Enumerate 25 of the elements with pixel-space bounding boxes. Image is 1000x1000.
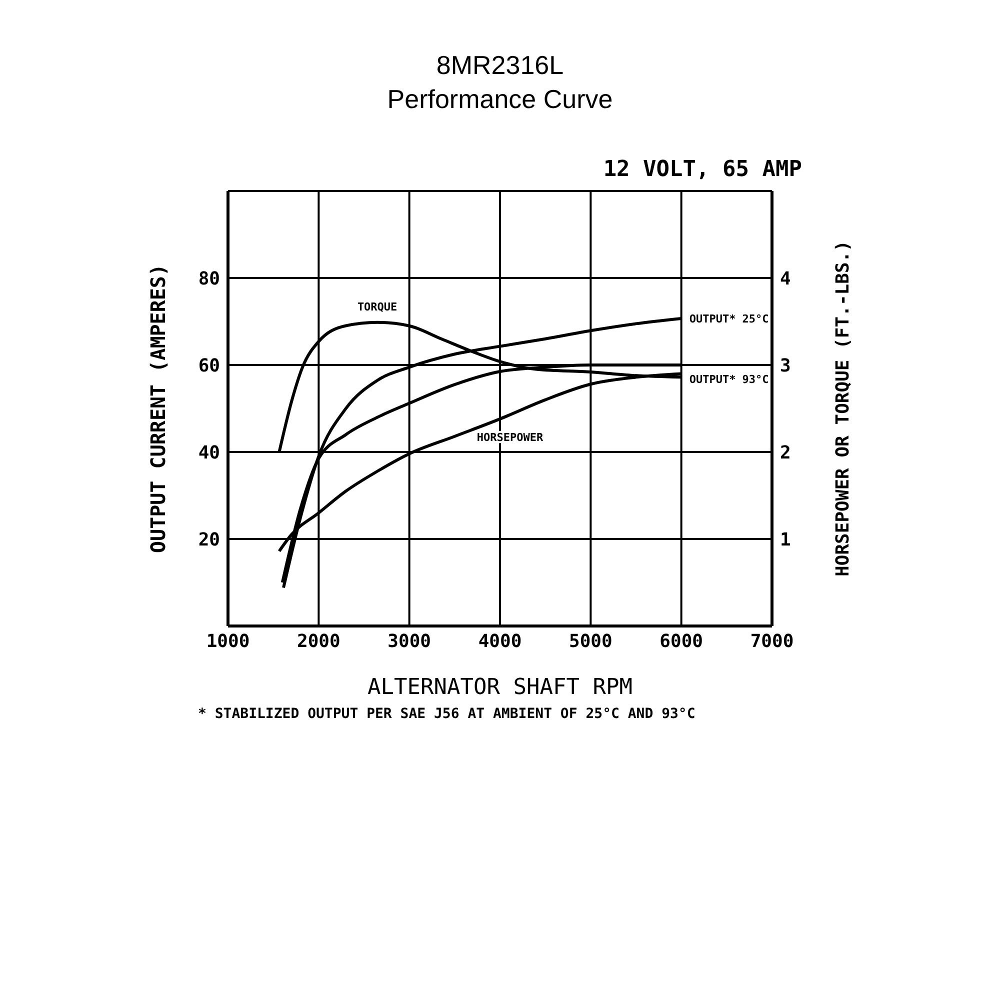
x-tick-label: 5000 bbox=[568, 630, 612, 652]
y-tick-label: 80 bbox=[198, 268, 220, 290]
x-tick-label: 6000 bbox=[660, 630, 704, 652]
x-tick-label: 2000 bbox=[296, 630, 340, 652]
chart-subtitle: Performance Curve bbox=[386, 83, 614, 116]
y-axis-title: OUTPUT CURRENT (AMPERES) bbox=[146, 264, 170, 553]
series-label: TORQUE bbox=[357, 300, 398, 314]
y2-tick-label: 4 bbox=[780, 268, 791, 290]
x-tick-label: 4000 bbox=[478, 630, 522, 652]
series-label: OUTPUT* 93°C bbox=[689, 373, 769, 386]
x-tick-label: 7000 bbox=[750, 630, 794, 652]
text: * STABILIZED OUTPUT PER SAE J56 AT AMBIENT OF 25°C AND 93°C bbox=[198, 706, 696, 722]
x-tick-label: 1000 bbox=[206, 630, 250, 652]
chart-title: 8MR2316L bbox=[435, 49, 565, 82]
y2-tick-label: 1 bbox=[780, 529, 791, 550]
y-tick-label: 60 bbox=[198, 355, 220, 376]
y2-tick-label: 3 bbox=[780, 355, 791, 376]
y-tick-label: 20 bbox=[198, 529, 220, 550]
x-axis-title: ALTERNATOR SHAFT RPM bbox=[368, 675, 632, 700]
y2-tick-label: 2 bbox=[780, 442, 791, 464]
y-tick-label: 40 bbox=[198, 442, 220, 464]
text: 12 VOLT, 65 AMP bbox=[603, 157, 802, 182]
y2-axis-title: HORSEPOWER OR TORQUE (FT.-LBS.) bbox=[832, 240, 854, 576]
x-tick-label: 3000 bbox=[388, 630, 432, 652]
series-label: OUTPUT* 25°C bbox=[689, 312, 769, 326]
